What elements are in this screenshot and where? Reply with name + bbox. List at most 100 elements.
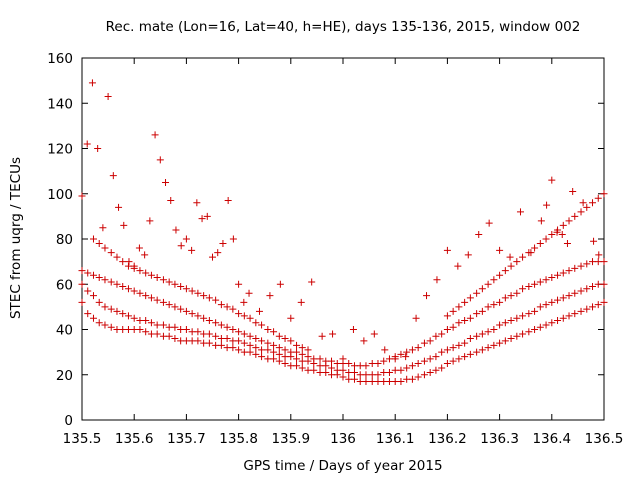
data-point xyxy=(212,296,220,304)
data-point xyxy=(527,249,535,257)
data-point xyxy=(542,276,550,284)
data-point xyxy=(212,319,220,327)
data-point xyxy=(95,298,103,306)
data-point xyxy=(391,355,399,363)
data-point xyxy=(496,321,504,329)
data-point xyxy=(188,310,196,318)
data-point xyxy=(252,350,260,358)
data-point xyxy=(101,321,109,329)
data-point xyxy=(165,278,173,286)
data-point xyxy=(245,289,253,297)
data-point xyxy=(200,314,208,322)
data-point xyxy=(171,280,179,288)
data-point xyxy=(350,368,358,376)
data-point xyxy=(304,353,312,361)
data-point xyxy=(449,357,457,365)
data-point xyxy=(507,335,515,343)
data-point xyxy=(287,337,295,345)
data-point xyxy=(423,292,431,300)
data-point xyxy=(308,278,316,286)
series-track-3 xyxy=(78,258,608,370)
data-point xyxy=(420,371,428,379)
y-tick-label: 20 xyxy=(56,368,73,384)
data-point xyxy=(194,289,202,297)
data-point xyxy=(310,366,318,374)
x-tick-label: 135.5 xyxy=(63,431,102,447)
data-point xyxy=(246,314,254,322)
data-point xyxy=(153,273,161,281)
data-point xyxy=(298,344,306,352)
data-point xyxy=(501,319,509,327)
data-point xyxy=(153,330,161,338)
data-point xyxy=(264,326,272,333)
data-point xyxy=(246,341,254,349)
data-point xyxy=(99,224,107,232)
x-axis-label: GPS time / Days of year 2015 xyxy=(243,458,442,474)
data-point xyxy=(484,344,492,352)
data-point xyxy=(310,355,318,363)
data-point xyxy=(328,357,336,365)
data-point xyxy=(443,346,451,354)
data-point xyxy=(449,323,457,331)
data-point xyxy=(89,292,97,300)
data-point xyxy=(548,319,556,327)
data-point xyxy=(214,249,222,257)
data-point xyxy=(455,355,463,363)
data-point xyxy=(188,287,196,295)
data-point xyxy=(513,289,521,297)
data-point xyxy=(275,332,283,340)
data-point xyxy=(484,303,492,311)
data-point xyxy=(420,339,428,347)
data-point xyxy=(490,301,498,309)
data-point xyxy=(229,344,237,352)
data-point xyxy=(101,244,109,252)
data-point xyxy=(235,346,243,354)
data-point xyxy=(420,357,428,365)
data-point xyxy=(513,258,521,266)
data-point xyxy=(548,298,556,306)
series-track-4 xyxy=(89,235,312,354)
data-point xyxy=(496,298,504,306)
data-point xyxy=(432,366,440,374)
data-point xyxy=(548,273,556,281)
data-point xyxy=(304,346,312,354)
data-point xyxy=(107,249,115,257)
data-point xyxy=(443,312,451,320)
data-point xyxy=(177,283,185,291)
data-point xyxy=(119,258,127,266)
data-point xyxy=(473,289,481,297)
data-point xyxy=(322,368,330,376)
data-point xyxy=(84,287,92,295)
data-point xyxy=(275,350,283,358)
data-point xyxy=(217,301,225,309)
data-point xyxy=(454,262,462,270)
data-point xyxy=(571,264,579,272)
data-point xyxy=(565,292,573,300)
data-point xyxy=(281,359,289,367)
data-point xyxy=(209,253,216,261)
data-point xyxy=(554,296,562,304)
data-point xyxy=(362,371,370,379)
y-tick-label: 40 xyxy=(56,323,73,339)
data-point xyxy=(159,298,167,306)
data-point xyxy=(536,240,544,248)
data-point xyxy=(297,298,305,306)
data-point xyxy=(165,301,173,309)
data-point xyxy=(224,197,232,205)
data-point xyxy=(177,305,185,313)
data-point xyxy=(162,178,170,186)
data-point xyxy=(553,228,561,236)
data-point xyxy=(223,303,231,311)
data-point xyxy=(318,332,326,340)
data-point xyxy=(141,251,149,259)
data-point xyxy=(536,323,544,331)
data-point xyxy=(600,298,608,306)
data-point xyxy=(147,271,155,279)
data-point xyxy=(217,321,225,329)
data-point xyxy=(182,307,190,315)
data-point xyxy=(519,330,527,338)
data-point xyxy=(589,199,597,207)
data-point xyxy=(397,366,405,374)
data-point xyxy=(466,314,474,322)
data-point xyxy=(350,375,358,383)
